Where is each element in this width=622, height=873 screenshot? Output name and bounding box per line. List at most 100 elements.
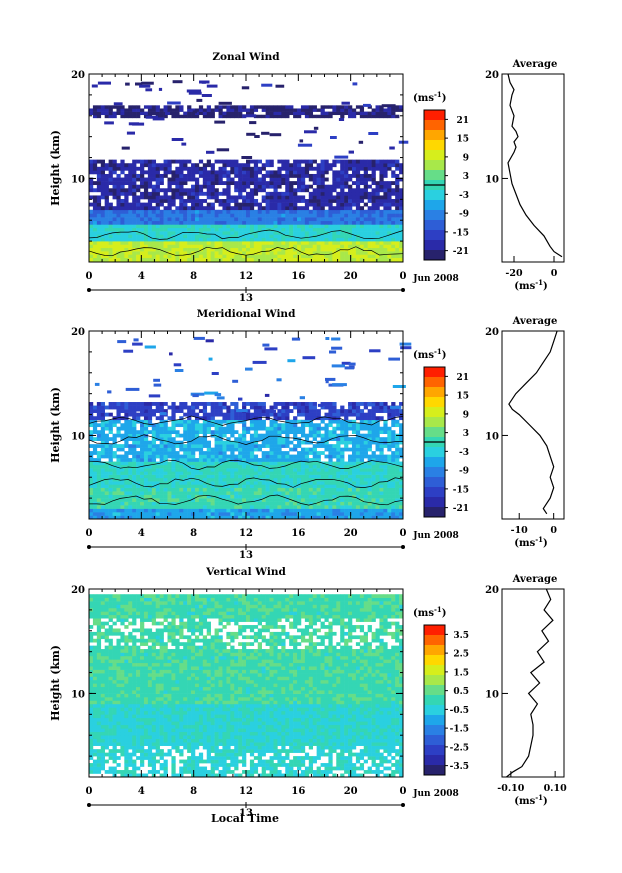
panel-title: Zonal Wind bbox=[212, 51, 280, 63]
heatmap-cell bbox=[124, 251, 129, 255]
heatmap-cell bbox=[214, 173, 219, 178]
heatmap-cell bbox=[344, 234, 349, 239]
heatmap-cell bbox=[171, 181, 176, 186]
heatmap-cell bbox=[336, 159, 341, 164]
heatmap-cell bbox=[147, 227, 153, 232]
heatmap-cell bbox=[226, 188, 231, 193]
heatmap-cell bbox=[214, 461, 219, 466]
heatmap-cell bbox=[340, 481, 345, 485]
echo-cell bbox=[261, 83, 273, 87]
heatmap-cell bbox=[300, 231, 306, 235]
heatmap-cell bbox=[96, 491, 102, 495]
heatmap-cell bbox=[171, 202, 176, 207]
heatmap-cell bbox=[269, 247, 274, 252]
heatmap-cell bbox=[167, 181, 172, 186]
heatmap-cell bbox=[285, 251, 290, 255]
heatmap-cell bbox=[355, 444, 361, 448]
heatmap-cell bbox=[371, 487, 376, 492]
heatmap-cell bbox=[316, 217, 321, 222]
heatmap-cell bbox=[273, 220, 278, 225]
heatmap-cell bbox=[230, 477, 235, 482]
heatmap-cell bbox=[108, 419, 113, 424]
heatmap-cell bbox=[191, 508, 196, 513]
heatmap-cell bbox=[363, 195, 368, 200]
heatmap-cell bbox=[108, 498, 113, 502]
heatmap-cell bbox=[108, 224, 113, 229]
heatmap-cell bbox=[171, 244, 176, 249]
heatmap-cell bbox=[124, 241, 129, 245]
heatmap-cell bbox=[355, 505, 361, 509]
heatmap-cell bbox=[238, 254, 243, 259]
heatmap-cell bbox=[116, 173, 121, 178]
heatmap-cell bbox=[155, 484, 160, 488]
heatmap-cell bbox=[151, 209, 157, 214]
heatmap-cell bbox=[375, 231, 380, 235]
heatmap-cell bbox=[249, 447, 255, 452]
heatmap-cell bbox=[355, 416, 361, 421]
heatmap-cell bbox=[226, 498, 231, 502]
heatmap-cell bbox=[210, 454, 215, 459]
heatmap-cell bbox=[371, 237, 376, 242]
heatmap-cell bbox=[234, 166, 239, 171]
heatmap-cell bbox=[155, 515, 160, 520]
heatmap-cell bbox=[155, 237, 160, 242]
heatmap-cell bbox=[96, 409, 102, 413]
heatmap-cell bbox=[324, 159, 329, 164]
heatmap-cell bbox=[214, 412, 219, 417]
heatmap-cell bbox=[112, 508, 117, 513]
heatmap-cell bbox=[151, 188, 157, 193]
heatmap-cell bbox=[320, 241, 325, 245]
heatmap-cell bbox=[285, 105, 290, 109]
heatmap-cell bbox=[140, 227, 145, 232]
heatmap-cell bbox=[167, 184, 172, 189]
heatmap-cell bbox=[92, 217, 98, 222]
heatmap-cell bbox=[293, 464, 298, 469]
heatmap-cell bbox=[340, 508, 345, 513]
heatmap-cell bbox=[261, 209, 266, 214]
heatmap-cell bbox=[383, 111, 388, 116]
heatmap-cell bbox=[324, 195, 329, 200]
heatmap-cell bbox=[214, 177, 219, 182]
heatmap-cell bbox=[281, 202, 286, 207]
heatmap-cell bbox=[257, 188, 262, 193]
heatmap-cell bbox=[399, 487, 404, 492]
heatmap-cell bbox=[344, 199, 349, 203]
colorbar-label: -3 bbox=[459, 191, 469, 201]
heatmap-cell bbox=[155, 468, 160, 472]
heatmap-cell bbox=[387, 484, 392, 488]
heatmap-cell bbox=[218, 468, 223, 472]
heatmap-cell bbox=[265, 484, 270, 488]
heatmap-cell bbox=[399, 199, 404, 203]
heatmap-cell bbox=[202, 241, 208, 245]
heatmap-cell bbox=[163, 437, 168, 441]
heatmap-cell bbox=[218, 177, 223, 182]
heatmap-cell bbox=[100, 498, 105, 502]
heatmap-cell bbox=[116, 481, 121, 485]
heatmap-cell bbox=[253, 505, 259, 509]
heatmap-cell bbox=[175, 454, 180, 459]
heatmap-cell bbox=[285, 202, 290, 207]
heatmap-cell bbox=[312, 191, 317, 196]
heatmap-cell bbox=[340, 206, 345, 211]
heatmap-cell bbox=[308, 487, 314, 492]
heatmap-cell bbox=[395, 254, 400, 259]
heatmap-cell bbox=[367, 114, 372, 119]
heatmap-cell bbox=[226, 474, 231, 479]
heatmap-cell bbox=[355, 227, 361, 232]
heatmap-cell bbox=[222, 412, 227, 417]
heatmap-cell bbox=[198, 191, 204, 196]
heatmap-cell bbox=[230, 199, 235, 203]
heatmap-cell bbox=[124, 220, 129, 225]
heatmap-cell bbox=[367, 251, 372, 255]
heatmap-cell bbox=[136, 487, 141, 492]
heatmap-cell bbox=[293, 159, 298, 164]
heatmap-cell bbox=[128, 166, 133, 171]
heatmap bbox=[88, 336, 412, 520]
heatmap-cell bbox=[140, 461, 145, 466]
heatmap-cell bbox=[359, 227, 365, 232]
heatmap-cell bbox=[351, 199, 357, 203]
heatmap-cell bbox=[155, 227, 160, 232]
heatmap-cell bbox=[194, 474, 200, 479]
heatmap-cell bbox=[222, 501, 227, 506]
heatmap-cell bbox=[312, 430, 317, 434]
